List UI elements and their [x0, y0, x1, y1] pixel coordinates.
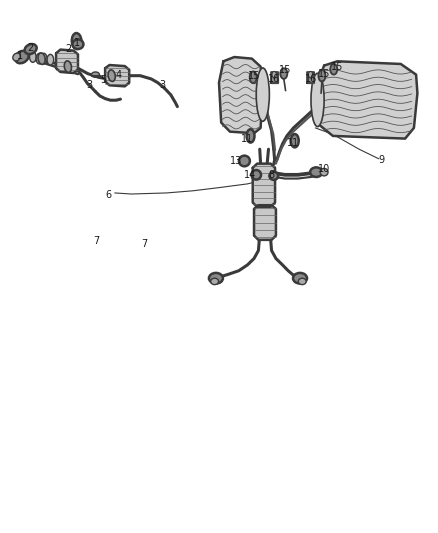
Text: 16: 16 — [268, 74, 280, 84]
Text: 4: 4 — [115, 70, 121, 79]
Text: 15: 15 — [331, 62, 343, 71]
Ellipse shape — [25, 44, 37, 54]
Ellipse shape — [64, 61, 71, 72]
Ellipse shape — [72, 33, 81, 49]
Ellipse shape — [108, 70, 115, 82]
Ellipse shape — [272, 71, 276, 78]
Text: 2: 2 — [65, 44, 71, 54]
Ellipse shape — [239, 156, 250, 166]
Text: 15: 15 — [279, 66, 291, 75]
Polygon shape — [219, 57, 263, 133]
Text: 10: 10 — [318, 165, 330, 174]
Text: 15: 15 — [248, 71, 260, 80]
Ellipse shape — [15, 51, 28, 63]
Text: 11: 11 — [287, 138, 300, 148]
Ellipse shape — [308, 71, 313, 78]
Ellipse shape — [293, 273, 307, 284]
Ellipse shape — [30, 52, 36, 62]
Text: 15: 15 — [318, 69, 330, 78]
Polygon shape — [56, 50, 78, 73]
Text: 2: 2 — [28, 43, 34, 53]
Ellipse shape — [330, 64, 337, 75]
Text: 5: 5 — [100, 75, 106, 85]
Text: 16: 16 — [305, 74, 317, 84]
Text: 7: 7 — [93, 236, 99, 246]
Text: 8: 8 — [268, 170, 275, 180]
Ellipse shape — [247, 130, 254, 143]
Ellipse shape — [209, 273, 223, 284]
Polygon shape — [307, 72, 314, 83]
Ellipse shape — [256, 68, 269, 122]
Ellipse shape — [280, 68, 287, 79]
Polygon shape — [318, 61, 417, 139]
Polygon shape — [271, 72, 278, 83]
Ellipse shape — [311, 74, 324, 126]
Ellipse shape — [318, 70, 325, 82]
Polygon shape — [253, 164, 275, 207]
Text: 9: 9 — [378, 155, 384, 165]
Ellipse shape — [310, 167, 322, 177]
Ellipse shape — [92, 72, 99, 77]
Ellipse shape — [47, 54, 53, 65]
Ellipse shape — [298, 278, 306, 285]
Ellipse shape — [291, 134, 299, 147]
Text: 3: 3 — [87, 80, 93, 90]
Text: 14: 14 — [244, 170, 256, 180]
Ellipse shape — [320, 168, 328, 176]
Text: 1: 1 — [17, 51, 23, 61]
Ellipse shape — [211, 278, 219, 285]
Ellipse shape — [36, 53, 42, 64]
Ellipse shape — [250, 71, 257, 83]
Text: 6: 6 — [106, 190, 112, 199]
Ellipse shape — [73, 39, 83, 49]
Text: 13: 13 — [230, 156, 243, 166]
Text: 1: 1 — [74, 38, 80, 47]
Polygon shape — [254, 205, 276, 240]
Polygon shape — [105, 65, 129, 86]
Ellipse shape — [13, 53, 21, 61]
Ellipse shape — [269, 172, 278, 180]
Ellipse shape — [251, 170, 261, 180]
Text: 3: 3 — [159, 80, 165, 90]
Ellipse shape — [38, 53, 45, 64]
Text: 7: 7 — [141, 239, 148, 248]
Ellipse shape — [41, 53, 47, 64]
Text: 11: 11 — [241, 134, 254, 143]
